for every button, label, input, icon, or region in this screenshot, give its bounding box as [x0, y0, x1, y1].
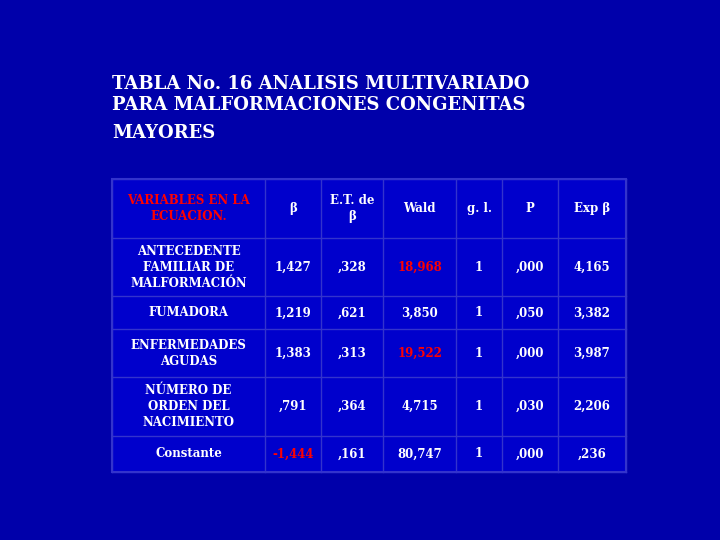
Text: ,364: ,364	[338, 400, 366, 413]
Text: ,000: ,000	[516, 261, 544, 274]
Text: 3,382: 3,382	[573, 306, 611, 319]
Text: ,621: ,621	[338, 306, 366, 319]
Text: NÚMERO DE
ORDEN DEL
NACIMIENTO: NÚMERO DE ORDEN DEL NACIMIENTO	[143, 384, 235, 429]
Text: ,791: ,791	[279, 400, 307, 413]
Text: ANTECEDENTE
FAMILIAR DE
MALFORMACIÓN: ANTECEDENTE FAMILIAR DE MALFORMACIÓN	[130, 245, 247, 289]
Text: ,050: ,050	[516, 306, 544, 319]
Text: β: β	[289, 202, 297, 215]
Text: ,161: ,161	[338, 448, 366, 461]
Text: ,313: ,313	[338, 347, 366, 360]
Text: 3,987: 3,987	[573, 347, 611, 360]
Text: ,328: ,328	[338, 261, 366, 274]
Text: 80,747: 80,747	[397, 448, 442, 461]
Text: 18,968: 18,968	[397, 261, 442, 274]
Text: 1: 1	[475, 400, 483, 413]
Text: 3,850: 3,850	[401, 306, 438, 319]
Text: PARA MALFORMACIONES CONGENITAS: PARA MALFORMACIONES CONGENITAS	[112, 96, 526, 114]
Text: TABLA No. 16 ANALISIS MULTIVARIADO: TABLA No. 16 ANALISIS MULTIVARIADO	[112, 75, 530, 93]
Text: E.T. de
β: E.T. de β	[330, 194, 374, 223]
Text: FUMADORA: FUMADORA	[148, 306, 228, 319]
Text: -1,444: -1,444	[272, 448, 314, 461]
Text: ,000: ,000	[516, 448, 544, 461]
Text: ,236: ,236	[577, 448, 606, 461]
Text: 1: 1	[475, 261, 483, 274]
Text: Exp β: Exp β	[574, 202, 610, 215]
Text: 1: 1	[475, 306, 483, 319]
Text: P: P	[526, 202, 534, 215]
Text: g. l.: g. l.	[467, 202, 492, 215]
Text: 2,206: 2,206	[573, 400, 611, 413]
Text: 1: 1	[475, 448, 483, 461]
Text: VARIABLES EN LA
ECUACION.: VARIABLES EN LA ECUACION.	[127, 194, 250, 223]
Text: 19,522: 19,522	[397, 347, 442, 360]
Text: Constante: Constante	[155, 448, 222, 461]
Text: Wald: Wald	[403, 202, 436, 215]
Text: 4,165: 4,165	[574, 261, 610, 274]
Text: MAYORES: MAYORES	[112, 124, 215, 142]
Text: 1,383: 1,383	[274, 347, 311, 360]
Text: 1: 1	[475, 347, 483, 360]
Text: ENFERMEDADES
AGUDAS: ENFERMEDADES AGUDAS	[130, 339, 246, 368]
Text: ,030: ,030	[516, 400, 544, 413]
Text: 1,427: 1,427	[274, 261, 311, 274]
Text: ,000: ,000	[516, 347, 544, 360]
Text: 1,219: 1,219	[274, 306, 311, 319]
Text: 4,715: 4,715	[402, 400, 438, 413]
